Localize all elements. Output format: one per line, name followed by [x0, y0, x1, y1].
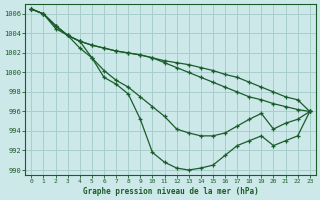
X-axis label: Graphe pression niveau de la mer (hPa): Graphe pression niveau de la mer (hPa) [83, 187, 259, 196]
